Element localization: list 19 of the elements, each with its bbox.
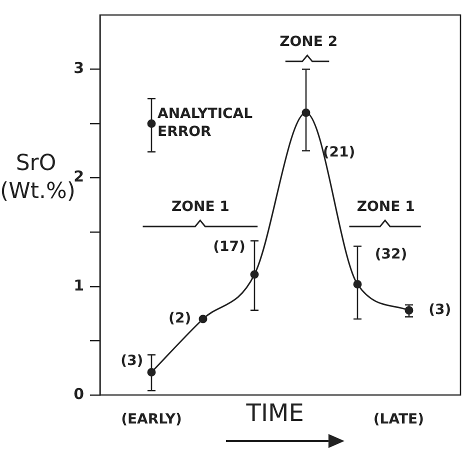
annotation: ZONE 1 [171,198,230,215]
y-tick-label: 0 [74,384,84,403]
text: (LATE) [373,412,424,428]
y-tick-label: 3 [74,59,84,78]
point [198,314,208,324]
text: (EARLY) [121,412,182,428]
annotation: (32) [374,246,408,263]
annotation: (3) [120,352,144,369]
annotation: (21) [322,144,356,161]
annotation: (2) [168,310,192,327]
annotation: (17) [213,238,246,255]
y-tick-label: 1 [74,276,84,294]
annotation: (3) [428,302,452,318]
x-axis-title: TIME [245,399,304,428]
annotation: ZONE 1 [356,198,415,215]
y-axis-title: SrO (Wt.%) [0,150,76,206]
annotation: ZONE 2 [280,34,338,50]
y-tick-label: 2 [74,168,84,186]
series-label: ANALYTICAL ERROR [158,106,253,140]
